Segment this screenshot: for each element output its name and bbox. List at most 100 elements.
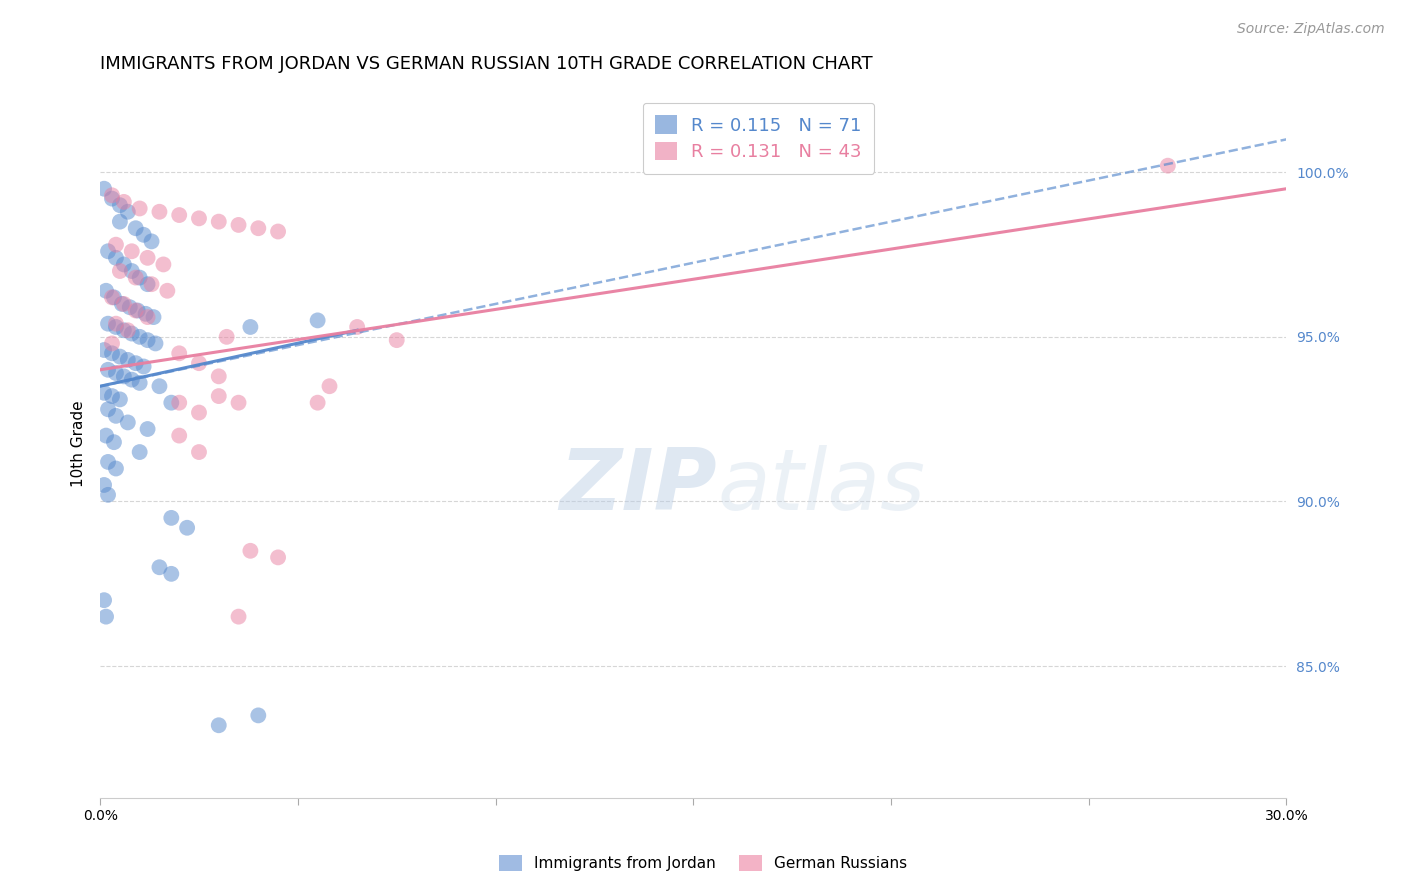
Point	[156, 284, 179, 298]
Point	[208, 389, 231, 403]
Point	[136, 277, 159, 292]
Point	[118, 300, 141, 314]
Point	[97, 455, 120, 469]
Point	[152, 257, 174, 271]
Point	[208, 718, 231, 732]
Point	[188, 356, 211, 370]
Point	[346, 320, 368, 334]
Point	[148, 379, 170, 393]
Point	[97, 363, 120, 377]
Point	[108, 214, 131, 228]
Legend: R = 0.115   N = 71, R = 0.131   N = 43: R = 0.115 N = 71, R = 0.131 N = 43	[643, 103, 875, 174]
Point	[136, 333, 159, 347]
Point	[121, 244, 143, 259]
Point	[148, 560, 170, 574]
Point	[318, 379, 340, 393]
Point	[104, 409, 127, 423]
Point	[141, 235, 163, 249]
Point	[208, 369, 231, 384]
Point	[101, 188, 124, 202]
Point	[127, 303, 149, 318]
Point	[136, 422, 159, 436]
Point	[176, 521, 198, 535]
Point	[117, 323, 139, 337]
Point	[136, 251, 159, 265]
Point	[101, 346, 124, 360]
Point	[104, 251, 127, 265]
Point	[93, 343, 115, 357]
Point	[101, 290, 124, 304]
Point	[94, 609, 117, 624]
Point	[101, 192, 124, 206]
Point	[97, 244, 120, 259]
Point	[167, 428, 190, 442]
Point	[93, 182, 115, 196]
Point	[167, 208, 190, 222]
Point	[385, 333, 408, 347]
Point	[104, 461, 127, 475]
Point	[125, 221, 148, 235]
Point	[160, 511, 183, 525]
Point	[108, 198, 131, 212]
Point	[128, 376, 150, 390]
Point	[103, 435, 125, 450]
Point	[247, 708, 270, 723]
Point	[307, 313, 329, 327]
Y-axis label: 10th Grade: 10th Grade	[72, 401, 86, 487]
Point	[160, 566, 183, 581]
Point	[128, 270, 150, 285]
Point	[167, 346, 190, 360]
Point	[307, 395, 329, 409]
Point	[128, 330, 150, 344]
Point	[104, 317, 127, 331]
Point	[108, 392, 131, 407]
Point	[239, 543, 262, 558]
Point	[112, 194, 135, 209]
Point	[112, 323, 135, 337]
Text: atlas: atlas	[717, 445, 925, 528]
Point	[188, 445, 211, 459]
Point	[128, 445, 150, 459]
Point	[125, 303, 148, 318]
Point	[112, 297, 135, 311]
Point	[132, 359, 155, 374]
Point	[117, 416, 139, 430]
Point	[94, 284, 117, 298]
Point	[101, 389, 124, 403]
Point	[141, 277, 163, 292]
Legend: Immigrants from Jordan, German Russians: Immigrants from Jordan, German Russians	[494, 849, 912, 877]
Point	[132, 227, 155, 242]
Point	[228, 218, 250, 232]
Point	[1157, 159, 1180, 173]
Point	[104, 237, 127, 252]
Point	[125, 270, 148, 285]
Point	[148, 204, 170, 219]
Point	[93, 385, 115, 400]
Point	[108, 350, 131, 364]
Point	[97, 488, 120, 502]
Text: ZIP: ZIP	[560, 445, 717, 528]
Point	[188, 211, 211, 226]
Point	[188, 406, 211, 420]
Point	[104, 320, 127, 334]
Point	[93, 593, 115, 607]
Point	[112, 369, 135, 384]
Point	[94, 428, 117, 442]
Point	[97, 317, 120, 331]
Point	[145, 336, 167, 351]
Point	[208, 214, 231, 228]
Point	[228, 609, 250, 624]
Point	[239, 320, 262, 334]
Text: Source: ZipAtlas.com: Source: ZipAtlas.com	[1237, 22, 1385, 37]
Point	[160, 395, 183, 409]
Text: IMMIGRANTS FROM JORDAN VS GERMAN RUSSIAN 10TH GRADE CORRELATION CHART: IMMIGRANTS FROM JORDAN VS GERMAN RUSSIAN…	[100, 55, 873, 73]
Point	[121, 264, 143, 278]
Point	[121, 326, 143, 341]
Point	[247, 221, 270, 235]
Point	[142, 310, 165, 324]
Point	[267, 550, 290, 565]
Point	[117, 204, 139, 219]
Point	[267, 225, 290, 239]
Point	[108, 264, 131, 278]
Point	[125, 356, 148, 370]
